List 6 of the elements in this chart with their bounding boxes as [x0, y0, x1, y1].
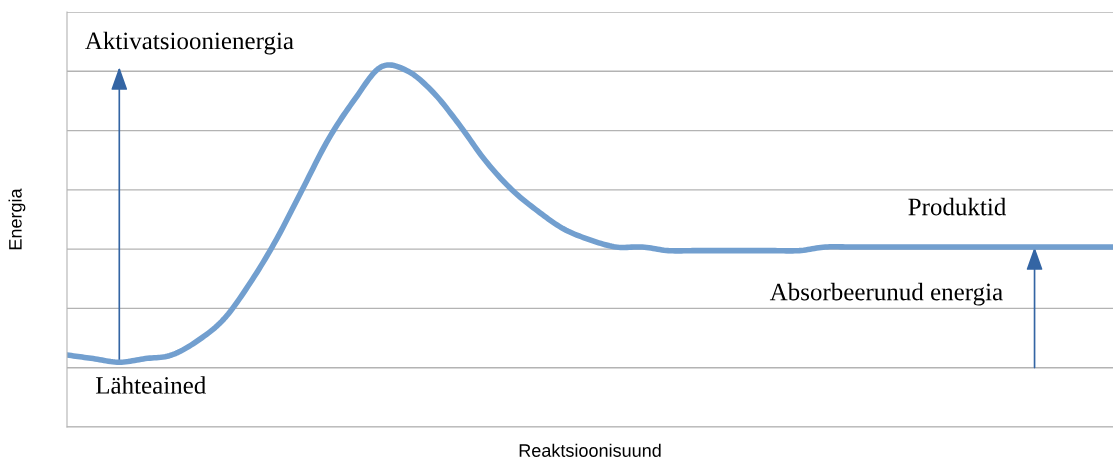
x-axis-title: Reaktsioonisuund — [519, 443, 661, 457]
annotation: Absorbeerunud energia — [769, 282, 1003, 306]
annotation: Lähteained — [95, 376, 206, 394]
annotation: Produktid — [908, 197, 1007, 216]
text: Aktivatsioonienergia — [85, 31, 294, 55]
y-axis-title: Energia — [8, 188, 26, 250]
